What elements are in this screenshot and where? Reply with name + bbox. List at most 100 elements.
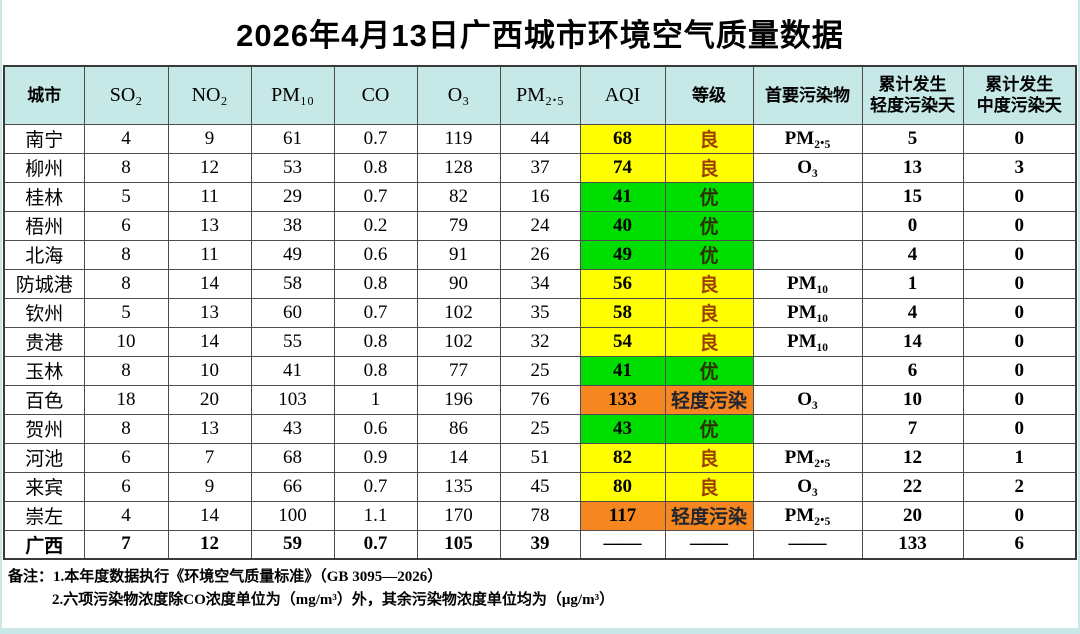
cell-co: 0.7 xyxy=(333,123,418,154)
table-row-来宾: 来宾 6 9 66 0.7 135 45 80 良 O₃ 22 2 xyxy=(3,471,1077,502)
cell-pm25: 35 xyxy=(499,297,581,328)
cell-medium-pollution-days: 0 xyxy=(962,297,1077,328)
cell-co: 0.6 xyxy=(333,239,418,270)
table-body: 南宁 4 9 61 0.7 119 44 68 良 PM₂.₅ 5 0 柳州 8 12 53 0.8 128 37 7… xyxy=(3,123,1077,560)
cell-city: 贵港 xyxy=(3,326,85,357)
cell-o3: 105 xyxy=(416,529,501,560)
cell-city: 百色 xyxy=(3,384,85,415)
cell-pm25: 26 xyxy=(499,239,581,270)
cell-grade: 良 xyxy=(664,123,754,154)
cell-light-pollution-days: 15 xyxy=(861,181,964,212)
cell-aqi: 82 xyxy=(579,442,666,473)
cell-light-pollution-days: 1 xyxy=(861,268,964,299)
cell-medium-pollution-days: 0 xyxy=(962,326,1077,357)
cell-pm10: 66 xyxy=(250,471,335,502)
cell-city: 河池 xyxy=(3,442,85,473)
cell-o3: 102 xyxy=(416,326,501,357)
air-quality-table: 城市 SO₂ NO₂ PM₁₀ CO O₃ PM₂.₅ AQI 等级 首要污染物 累计发生 轻度污染… xyxy=(3,65,1077,560)
table-row-钦州: 钦州 5 13 60 0.7 102 35 58 良 PM₁₀ 4 0 xyxy=(3,297,1077,328)
cell-pm25: 34 xyxy=(499,268,581,299)
cell-aqi: 56 xyxy=(579,268,666,299)
table-header: 城市 SO₂ NO₂ PM₁₀ CO O₃ PM₂.₅ AQI 等级 首要污染物 累计发生 轻度污染… xyxy=(3,65,1077,125)
cell-so2: 10 xyxy=(83,326,169,357)
cell-city: 南宁 xyxy=(3,123,85,154)
cell-primary-pollutant xyxy=(752,210,863,241)
note-line-1: 备注： 1.本年度数据执行《环境空气质量标准》（GB 3095—2026） xyxy=(8,566,1078,589)
cell-pm10: 58 xyxy=(250,268,335,299)
cell-grade: 良 xyxy=(664,326,754,357)
cell-light-pollution-days: 13 xyxy=(861,152,964,183)
note-text-2: 2.六项污染物浓度除CO浓度单位为（mg/m³）外，其余污染物浓度单位均为（μg… xyxy=(52,592,615,609)
cell-so2: 8 xyxy=(83,152,169,183)
cell-co: 0.7 xyxy=(333,181,418,212)
table-row-河池: 河池 6 7 68 0.9 14 51 82 良 PM₂.₅ 12 1 xyxy=(3,442,1077,473)
cell-co: 0.8 xyxy=(333,355,418,386)
cell-so2: 8 xyxy=(83,239,169,270)
col-header-4: CO xyxy=(333,65,418,125)
cell-aqi: 41 xyxy=(579,181,666,212)
cell-medium-pollution-days: 0 xyxy=(962,181,1077,212)
cell-aqi: 80 xyxy=(579,471,666,502)
cell-primary-pollutant: PM₂.₅ xyxy=(752,123,863,154)
cell-pm10: 60 xyxy=(250,297,335,328)
table-row-贵港: 贵港 10 14 55 0.8 102 32 54 良 PM₁₀ 14 0 xyxy=(3,326,1077,357)
cell-no2: 14 xyxy=(167,500,252,531)
col-header-3: PM₁₀ xyxy=(250,65,335,125)
cell-o3: 128 xyxy=(416,152,501,183)
cell-co: 1 xyxy=(333,384,418,415)
table-row-崇左: 崇左 4 14 100 1.1 170 78 117 轻度污染 PM₂.₅ 20 0 xyxy=(3,500,1077,531)
cell-medium-pollution-days: 1 xyxy=(962,442,1077,473)
cell-aqi: 41 xyxy=(579,355,666,386)
cell-city: 桂林 xyxy=(3,181,85,212)
table-row-广西: 广西 7 12 59 0.7 105 39 —— —— —— 133 6 xyxy=(3,529,1077,560)
cell-o3: 102 xyxy=(416,297,501,328)
cell-light-pollution-days: 133 xyxy=(861,529,964,560)
cell-no2: 12 xyxy=(167,529,252,560)
cell-o3: 91 xyxy=(416,239,501,270)
header-row: 城市 SO₂ NO₂ PM₁₀ CO O₃ PM₂.₅ AQI 等级 首要污染物 累计发生 轻度污染… xyxy=(3,65,1077,125)
cell-pm10: 55 xyxy=(250,326,335,357)
cell-pm10: 29 xyxy=(250,181,335,212)
cell-pm10: 100 xyxy=(250,500,335,531)
cell-city: 贺州 xyxy=(3,413,85,444)
cell-primary-pollutant: PM₂.₅ xyxy=(752,442,863,473)
cell-grade: 优 xyxy=(664,210,754,241)
cell-primary-pollutant xyxy=(752,181,863,212)
cell-grade: 优 xyxy=(664,181,754,212)
cell-no2: 10 xyxy=(167,355,252,386)
cell-aqi: 58 xyxy=(579,297,666,328)
table-row-梧州: 梧州 6 13 38 0.2 79 24 40 优 0 0 xyxy=(3,210,1077,241)
cell-o3: 77 xyxy=(416,355,501,386)
cell-medium-pollution-days: 3 xyxy=(962,152,1077,183)
cell-pm10: 38 xyxy=(250,210,335,241)
cell-co: 0.7 xyxy=(333,471,418,502)
table-row-南宁: 南宁 4 9 61 0.7 119 44 68 良 PM₂.₅ 5 0 xyxy=(3,123,1077,154)
cell-o3: 79 xyxy=(416,210,501,241)
cell-pm10: 68 xyxy=(250,442,335,473)
cell-no2: 12 xyxy=(167,152,252,183)
cell-medium-pollution-days: 6 xyxy=(962,529,1077,560)
cell-grade: 良 xyxy=(664,471,754,502)
cell-so2: 5 xyxy=(83,297,169,328)
cell-grade: 优 xyxy=(664,413,754,444)
cell-medium-pollution-days: 0 xyxy=(962,355,1077,386)
cell-primary-pollutant: O₃ xyxy=(752,152,863,183)
cell-grade: —— xyxy=(664,529,754,560)
cell-pm10: 41 xyxy=(250,355,335,386)
cell-so2: 6 xyxy=(83,471,169,502)
cell-city: 钦州 xyxy=(3,297,85,328)
cell-city: 来宾 xyxy=(3,471,85,502)
cell-primary-pollutant: PM₁₀ xyxy=(752,297,863,328)
cell-light-pollution-days: 22 xyxy=(861,471,964,502)
cell-no2: 14 xyxy=(167,326,252,357)
cell-pm25: 45 xyxy=(499,471,581,502)
cell-aqi: 49 xyxy=(579,239,666,270)
cell-primary-pollutant: PM₁₀ xyxy=(752,326,863,357)
cell-medium-pollution-days: 0 xyxy=(962,268,1077,299)
cell-o3: 119 xyxy=(416,123,501,154)
col-header-6: PM₂.₅ xyxy=(499,65,581,125)
cell-o3: 90 xyxy=(416,268,501,299)
cell-pm25: 37 xyxy=(499,152,581,183)
cell-pm25: 51 xyxy=(499,442,581,473)
cell-aqi: 54 xyxy=(579,326,666,357)
